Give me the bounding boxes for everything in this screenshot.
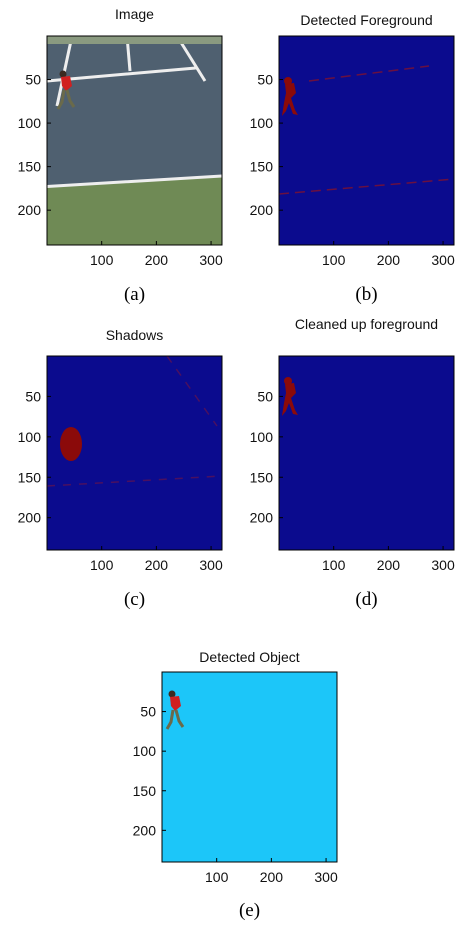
- image: [279, 36, 454, 245]
- x-tick-label: 200: [145, 557, 169, 573]
- y-tick-label: 150: [18, 159, 42, 175]
- x-tick-label: 300: [431, 557, 455, 573]
- mask: [279, 356, 454, 550]
- x-tick-label: 300: [431, 252, 455, 268]
- x-tick-label: 200: [377, 252, 401, 268]
- x-tick-label: 200: [377, 557, 401, 573]
- x-tick-label: 300: [314, 869, 338, 885]
- mask: [279, 36, 454, 245]
- panel-caption: (b): [355, 284, 377, 305]
- y-tick-label: 200: [250, 202, 274, 218]
- panel-caption: (e): [239, 900, 260, 921]
- panel-title: Detected Foreground: [300, 12, 432, 28]
- y-tick-label: 100: [250, 429, 274, 445]
- image: [47, 36, 222, 245]
- x-tick-label: 100: [90, 557, 114, 573]
- y-tick-label: 50: [25, 388, 41, 404]
- y-tick-label: 150: [18, 469, 42, 485]
- panel-title: Image: [115, 6, 154, 22]
- figure: Image (a) 50 100 150 200 100 200 300 Detected For…: [0, 0, 457, 932]
- x-tick-label: 100: [90, 252, 114, 268]
- x-tick-label: 100: [205, 869, 229, 885]
- y-tick-label: 150: [250, 469, 274, 485]
- y-tick-label: 100: [18, 115, 42, 131]
- y-tick-label: 200: [18, 202, 42, 218]
- x-tick-label: 200: [145, 252, 169, 268]
- panel-title: Detected Object: [199, 649, 299, 665]
- panel-caption: (a): [124, 284, 145, 305]
- x-tick-label: 100: [322, 557, 346, 573]
- trees: [47, 36, 222, 44]
- y-tick-label: 100: [133, 743, 157, 759]
- y-tick-label: 200: [250, 510, 274, 526]
- y-tick-label: 50: [140, 704, 156, 720]
- y-tick-label: 150: [250, 159, 274, 175]
- x-tick-label: 200: [260, 869, 284, 885]
- panel-title: Cleaned up foreground: [295, 316, 438, 332]
- image: [47, 356, 222, 550]
- y-tick-label: 150: [133, 783, 157, 799]
- image: [279, 356, 454, 550]
- panel-caption: (c): [124, 589, 145, 610]
- x-tick-label: 100: [322, 252, 346, 268]
- x-tick-label: 300: [199, 252, 223, 268]
- panel-title: Shadows: [106, 327, 164, 343]
- y-tick-label: 200: [133, 822, 157, 838]
- y-tick-label: 200: [18, 510, 42, 526]
- x-tick-label: 300: [199, 557, 223, 573]
- shadow: [60, 427, 82, 461]
- mask: [162, 672, 337, 862]
- y-tick-label: 100: [250, 115, 274, 131]
- y-tick-label: 100: [18, 429, 42, 445]
- y-tick-label: 50: [257, 388, 273, 404]
- y-tick-label: 50: [25, 72, 41, 88]
- y-tick-label: 50: [257, 72, 273, 88]
- image: [162, 672, 337, 862]
- panel-caption: (d): [355, 589, 377, 610]
